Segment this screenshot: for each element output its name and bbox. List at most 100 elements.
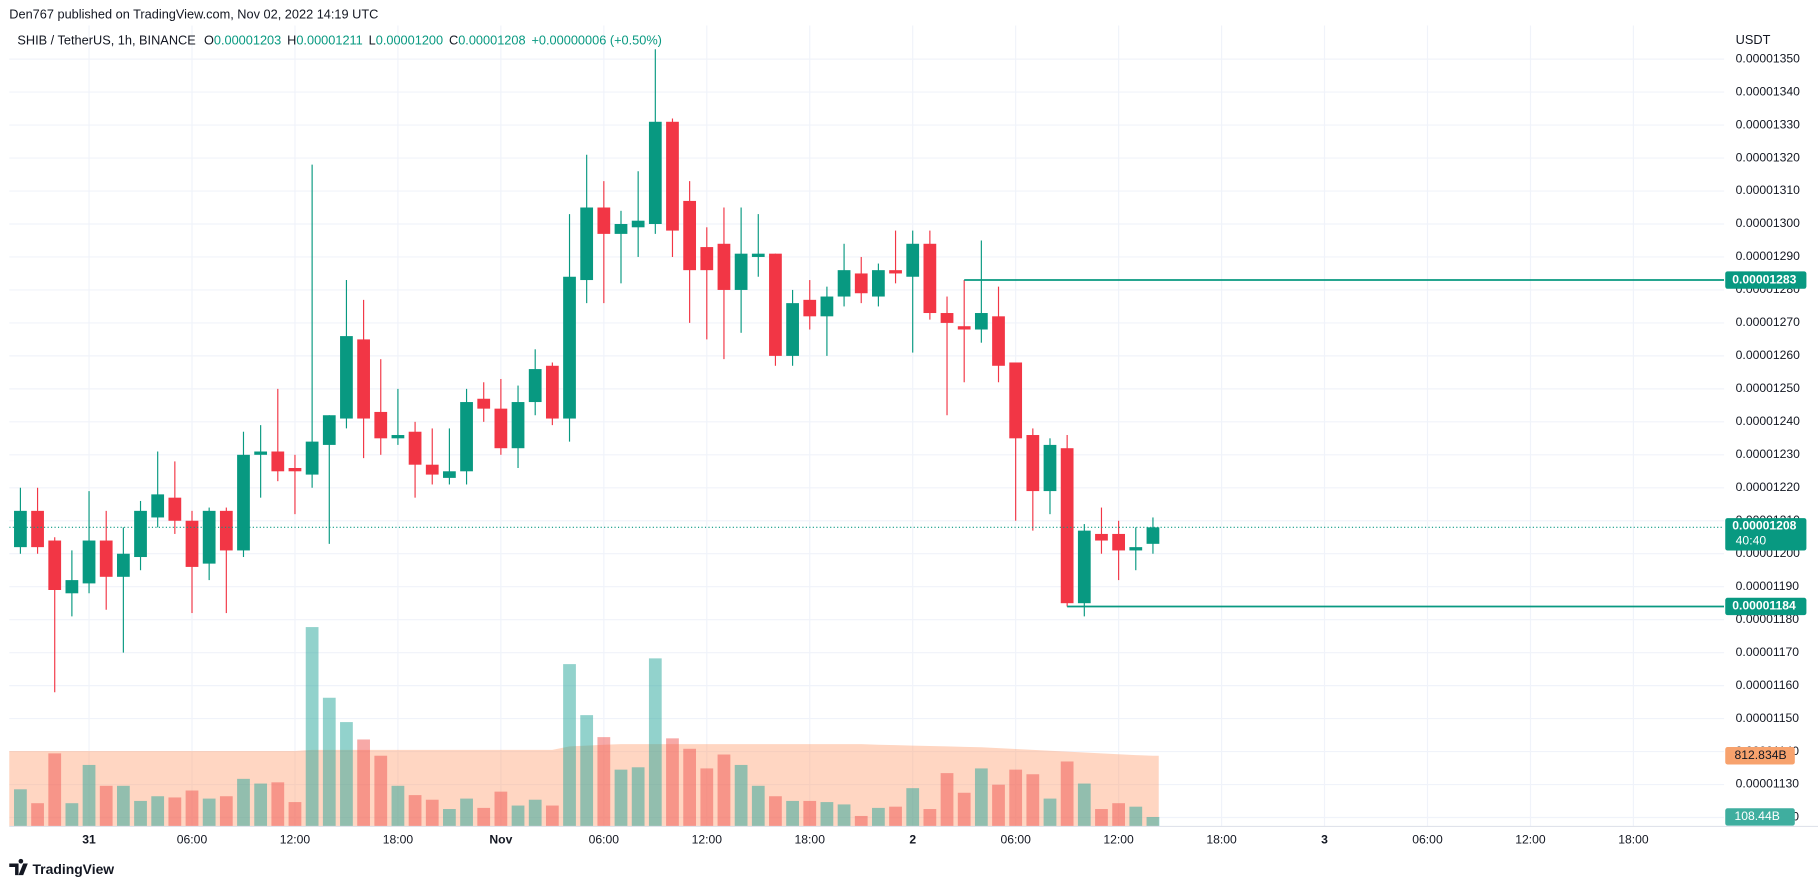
candle-body	[391, 435, 405, 439]
candle-body	[717, 243, 731, 290]
legend: SHIB / TetherUS, 1h, BINANCE O0.00001203…	[17, 33, 662, 48]
volume-bar	[906, 788, 920, 827]
legend-value: 0.00001200	[376, 33, 443, 48]
volume-label-box	[1725, 808, 1795, 826]
volume-bar	[837, 804, 851, 827]
candle-body	[151, 494, 165, 518]
volume-bar	[271, 782, 285, 827]
footer-brand: TradingView	[32, 861, 114, 877]
volume-bar	[99, 785, 113, 827]
x-tick-label: 06:00	[589, 833, 620, 847]
volume-bar	[116, 785, 130, 827]
candle-body	[923, 243, 937, 314]
candle-body	[48, 540, 62, 590]
x-tick-label: 06:00	[1412, 833, 1443, 847]
candle-body	[494, 408, 508, 449]
level-label-box	[1725, 597, 1807, 616]
candle-body	[1026, 435, 1040, 492]
candle-body	[1077, 530, 1091, 604]
volume-bar	[1026, 774, 1040, 827]
candle-body	[271, 451, 285, 472]
legend-change: +0.00000006 (+0.50%)	[531, 33, 661, 48]
y-tick-label: 0.00001180	[1736, 612, 1800, 626]
candle-body	[580, 207, 594, 281]
currency: USDT	[1736, 32, 1771, 47]
candle-body	[408, 431, 422, 465]
y-tick-label: 0.00001290	[1736, 249, 1800, 263]
candle-body	[906, 243, 920, 277]
legend-value: 0.00001211	[296, 33, 362, 48]
volume-bar	[563, 664, 576, 827]
volume-bar	[511, 805, 525, 827]
countdown: 40:40	[1736, 533, 1767, 547]
x-tick-label: 06:00	[177, 833, 208, 847]
candle-body	[202, 510, 216, 564]
volume-bar	[391, 785, 405, 827]
volume-bar	[545, 805, 559, 827]
candle-body	[254, 451, 268, 455]
x-tick-label: 12:00	[1103, 833, 1134, 847]
legend-value: 0.00001208	[458, 33, 525, 48]
volume-bar	[82, 764, 96, 827]
volume-bar	[872, 807, 885, 827]
candle-body	[666, 121, 679, 231]
candle-body	[322, 415, 336, 445]
x-tick-label: 18:00	[1618, 833, 1649, 847]
candle-body	[477, 398, 491, 409]
candle-body	[700, 247, 714, 271]
volume-label-box	[1725, 747, 1795, 765]
volume-bar	[820, 802, 834, 827]
volume-bar	[357, 739, 370, 827]
volume-bar	[957, 792, 971, 827]
x-tick-label: 18:00	[383, 833, 414, 847]
candle-body	[1129, 547, 1143, 551]
y-tick-label: 0.00001150	[1736, 711, 1800, 725]
x-tick-label: 18:00	[795, 833, 826, 847]
candle-body	[305, 441, 319, 475]
volume-bar	[889, 806, 902, 827]
candle-body	[751, 253, 765, 257]
grid	[9, 25, 1725, 827]
candle-body	[511, 402, 525, 449]
volume-bar	[185, 790, 199, 827]
legend-key: O	[204, 33, 214, 48]
volume-bar	[425, 799, 439, 827]
candle-body	[219, 510, 233, 551]
candle-body	[940, 313, 954, 323]
y-tick-label: 0.00001160	[1736, 678, 1800, 692]
volume-bar	[477, 807, 491, 827]
volume-bar	[1009, 769, 1023, 827]
y-tick-label: 0.00001130	[1736, 777, 1800, 791]
candle-body	[443, 471, 456, 478]
volume-bar	[340, 722, 353, 827]
volume-bar	[443, 809, 456, 827]
candle-body	[1146, 527, 1160, 544]
candle-body	[974, 313, 988, 330]
candle-body	[460, 402, 473, 472]
x-tick-label: 12:00	[280, 833, 311, 847]
last-price-box	[1725, 518, 1807, 551]
candle-body	[992, 316, 1005, 366]
y-tick-label: 0.00001230	[1736, 447, 1800, 461]
candle-body	[185, 520, 199, 567]
level-label: 0.00001184	[1732, 599, 1796, 613]
labels: 0.000011200.000011300.000011400.00001150…	[9, 51, 1818, 847]
candle-body	[116, 553, 130, 577]
volume-bar	[219, 796, 233, 827]
candle-body	[31, 510, 44, 548]
volume-bar	[700, 768, 714, 827]
volume-bar	[1129, 806, 1143, 827]
candle-body	[889, 270, 902, 274]
volume-bar	[48, 753, 62, 827]
volume-bar	[14, 789, 27, 827]
candle-body	[614, 223, 628, 234]
volume-bar	[1146, 816, 1160, 827]
candle-body	[528, 369, 542, 403]
x-tick-label: 12:00	[692, 833, 723, 847]
candle-body	[237, 454, 250, 551]
candle-body	[134, 510, 147, 558]
volume-bar	[65, 803, 79, 827]
candle-body	[820, 296, 834, 317]
candle-body	[14, 510, 27, 548]
